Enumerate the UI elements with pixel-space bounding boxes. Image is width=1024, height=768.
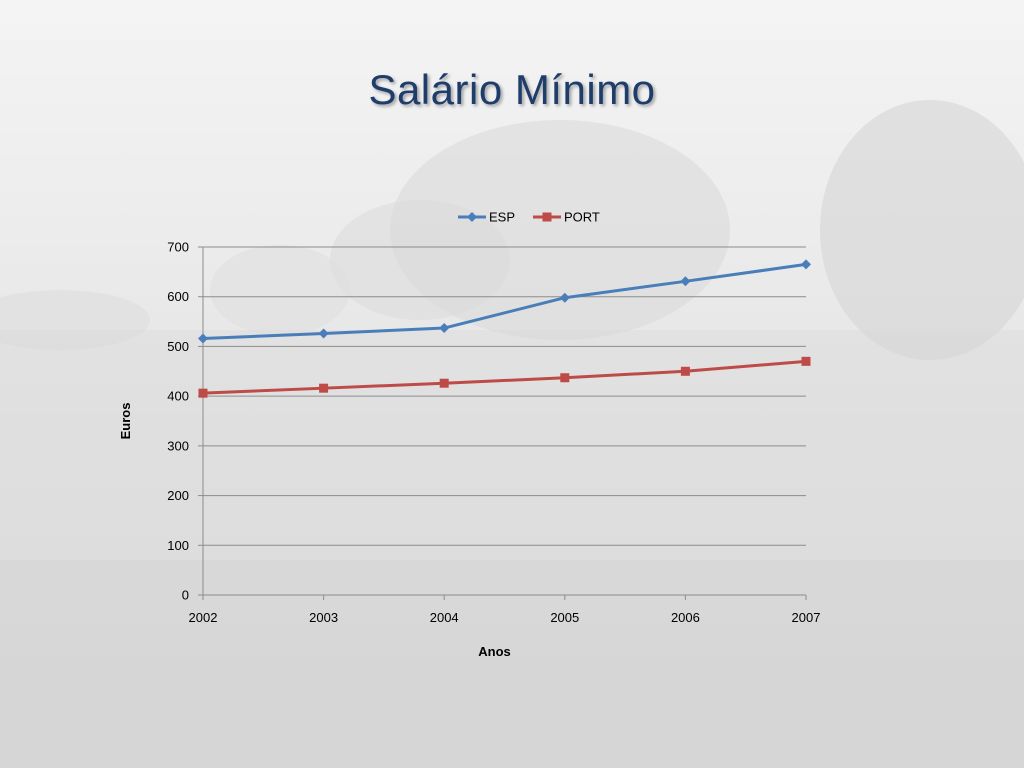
y-tick-label: 300 [167,438,189,453]
y-tick-label: 700 [167,240,189,255]
legend-item-port: PORT [533,210,600,225]
data-point-esp [318,328,329,339]
x-tick-label: 2004 [430,610,459,625]
data-point-port [680,366,690,376]
y-tick-label: 200 [167,488,189,503]
x-tick-label: 2002 [189,610,218,625]
data-point-port [439,378,449,388]
y-tick-label: 600 [167,289,189,304]
legend-marker-port [542,212,552,222]
data-point-port [801,356,811,366]
y-tick-label: 500 [167,339,189,354]
data-point-port [198,388,208,398]
slide-title: Salário Mínimo [368,66,656,113]
legend-label-port: PORT [564,210,600,225]
series-line-esp [202,262,807,340]
legend-item-esp: ESP [458,210,515,225]
y-axis-title: Euros [118,403,133,440]
data-point-esp [680,276,691,287]
data-point-port [560,373,570,383]
legend-label-esp: ESP [489,210,515,225]
legend-marker-esp [467,212,477,222]
x-tick-label: 2003 [309,610,338,625]
y-tick-label: 400 [167,389,189,404]
y-tick-label: 100 [167,538,189,553]
data-point-esp [439,323,450,334]
y-tick-label: 0 [182,588,189,603]
series-port [198,356,811,398]
x-tick-label: 2005 [550,610,579,625]
series-esp [198,259,811,344]
data-point-esp [559,292,570,303]
series-line-port [202,359,807,395]
data-point-esp [198,333,208,344]
data-point-port [319,383,329,393]
x-axis-title: Anos [478,644,511,659]
x-tick-label: 2006 [671,610,700,625]
x-tick-label: 2007 [792,610,821,625]
data-point-esp [801,259,811,270]
